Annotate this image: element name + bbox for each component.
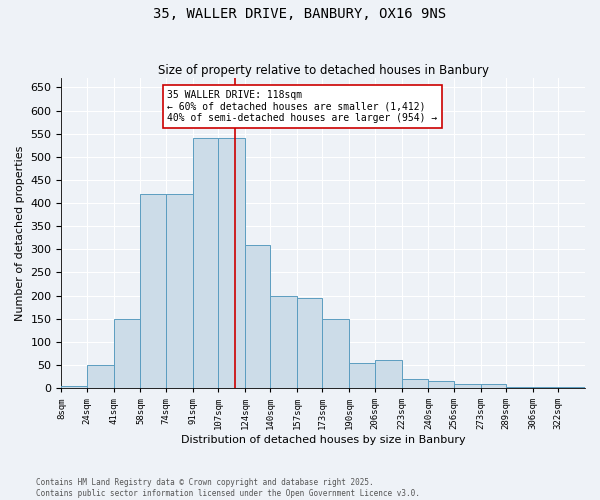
Y-axis label: Number of detached properties: Number of detached properties bbox=[15, 146, 25, 321]
Bar bbox=[533, 387, 558, 388]
X-axis label: Distribution of detached houses by size in Banbury: Distribution of detached houses by size … bbox=[181, 435, 466, 445]
Bar bbox=[454, 384, 481, 388]
Bar bbox=[270, 296, 297, 388]
Bar bbox=[428, 381, 454, 388]
Bar bbox=[193, 138, 218, 388]
Text: 35, WALLER DRIVE, BANBURY, OX16 9NS: 35, WALLER DRIVE, BANBURY, OX16 9NS bbox=[154, 8, 446, 22]
Bar bbox=[401, 379, 428, 388]
Bar bbox=[61, 386, 87, 388]
Text: Contains HM Land Registry data © Crown copyright and database right 2025.
Contai: Contains HM Land Registry data © Crown c… bbox=[36, 478, 420, 498]
Bar bbox=[349, 362, 374, 388]
Bar bbox=[218, 138, 245, 388]
Bar bbox=[113, 319, 140, 388]
Bar bbox=[166, 194, 193, 388]
Bar bbox=[297, 298, 322, 388]
Bar bbox=[140, 194, 166, 388]
Bar bbox=[481, 384, 506, 388]
Bar bbox=[506, 387, 533, 388]
Bar bbox=[558, 387, 585, 388]
Bar bbox=[322, 319, 349, 388]
Bar bbox=[374, 360, 401, 388]
Bar bbox=[87, 365, 113, 388]
Bar bbox=[245, 244, 270, 388]
Text: 35 WALLER DRIVE: 118sqm
← 60% of detached houses are smaller (1,412)
40% of semi: 35 WALLER DRIVE: 118sqm ← 60% of detache… bbox=[167, 90, 437, 123]
Title: Size of property relative to detached houses in Banbury: Size of property relative to detached ho… bbox=[158, 64, 489, 77]
